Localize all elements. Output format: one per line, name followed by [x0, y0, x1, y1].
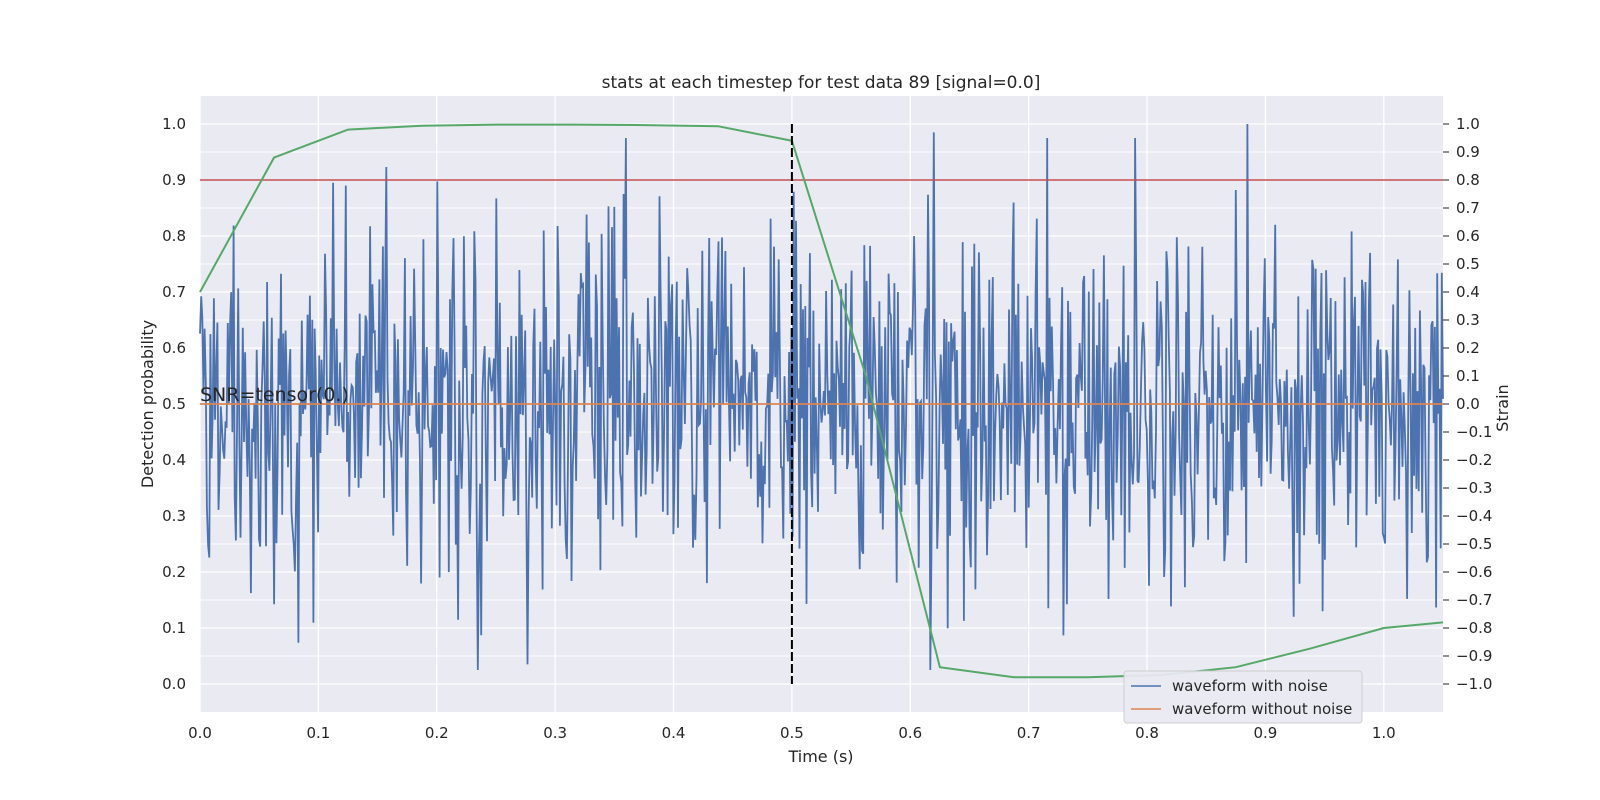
y-left-tick-label: 0.7: [162, 283, 186, 301]
x-tick-label: 0.2: [425, 724, 449, 742]
y-right-tick-label: 0.4: [1456, 283, 1480, 301]
y-left-tick-label: 0.5: [162, 395, 186, 413]
y-right-tick-label: 0.5: [1456, 255, 1480, 273]
y-axis-label-right: Strain: [1493, 384, 1512, 431]
y-right-tick-label: −0.5: [1456, 535, 1492, 553]
y-right-tick-label: −1.0: [1456, 675, 1492, 693]
legend-box: [1123, 670, 1363, 724]
y-left-tick-label: 0.9: [162, 171, 186, 189]
y-right-tick-label: 0.6: [1456, 227, 1480, 245]
x-axis-label: Time (s): [787, 747, 853, 766]
y-right-tick-label: −0.4: [1456, 507, 1492, 525]
y-right-tick-label: 0.2: [1456, 339, 1480, 357]
y-right-tick-label: 0.8: [1456, 171, 1480, 189]
x-tick-label: 0.6: [898, 724, 922, 742]
y-right-tick-label: −0.2: [1456, 451, 1492, 469]
x-tick-label: 0.8: [1135, 724, 1159, 742]
chart-title: stats at each timestep for test data 89 …: [602, 73, 1041, 93]
y-right-tick-label: 0.7: [1456, 199, 1480, 217]
y-left-tick-label: 0.8: [162, 227, 186, 245]
y-right-tick-label: 0.0: [1456, 395, 1480, 413]
y-left-tick-label: 0.2: [162, 563, 186, 581]
y-right-tick-label: −0.8: [1456, 619, 1492, 637]
y-right-tick-label: −0.6: [1456, 563, 1492, 581]
y-left-tick-label: 1.0: [162, 115, 186, 133]
x-tick-label: 0.5: [780, 724, 804, 742]
detection-probability-line: [199, 123, 1444, 679]
y-right-tick-label: 0.9: [1456, 143, 1480, 161]
y-right-tick-label: −0.7: [1456, 591, 1492, 609]
x-tick-label: 0.0: [188, 724, 212, 742]
y-right-tick-label: 0.3: [1456, 311, 1480, 329]
y-left-tick-label: 0.6: [162, 339, 186, 357]
y-right-tick-label: −0.1: [1456, 423, 1492, 441]
x-tick-label: 0.7: [1017, 724, 1041, 742]
y-left-tick-label: 0.3: [162, 507, 186, 525]
snr-annotation: SNR=tensor(0.): [200, 384, 349, 406]
legend-label-noisy: waveform with noise: [1172, 677, 1328, 695]
y-left-tick-label: 0.0: [162, 675, 186, 693]
y-right-tick-label: 0.1: [1456, 367, 1480, 385]
y-axis-label-left: Detection probability: [138, 320, 157, 488]
x-tick-label: 0.3: [543, 724, 567, 742]
x-tick-label: 0.4: [662, 724, 686, 742]
y-right-tick-label: 1.0: [1456, 115, 1480, 133]
legend-label-clean: waveform without noise: [1172, 700, 1352, 718]
y-left-tick-label: 0.4: [162, 451, 186, 469]
waveform-with-noise-line: [199, 123, 1444, 671]
tick-labels: 0.0 0.1 0.2 0.3 0.4 0.5 0.6 0.7 0.8 0.9 1.0 0.0 0.1 0…: [162, 115, 1492, 742]
series-layer: [199, 123, 1444, 684]
x-tick-label: 0.9: [1253, 724, 1277, 742]
legend: waveform with noise waveform without noi…: [1123, 670, 1363, 724]
x-tick-label: 0.1: [306, 724, 330, 742]
y-right-tick-label: −0.3: [1456, 479, 1492, 497]
y-left-tick-label: 0.1: [162, 619, 186, 637]
y-right-tick-label: −0.9: [1456, 647, 1492, 665]
x-tick-label: 1.0: [1372, 724, 1396, 742]
